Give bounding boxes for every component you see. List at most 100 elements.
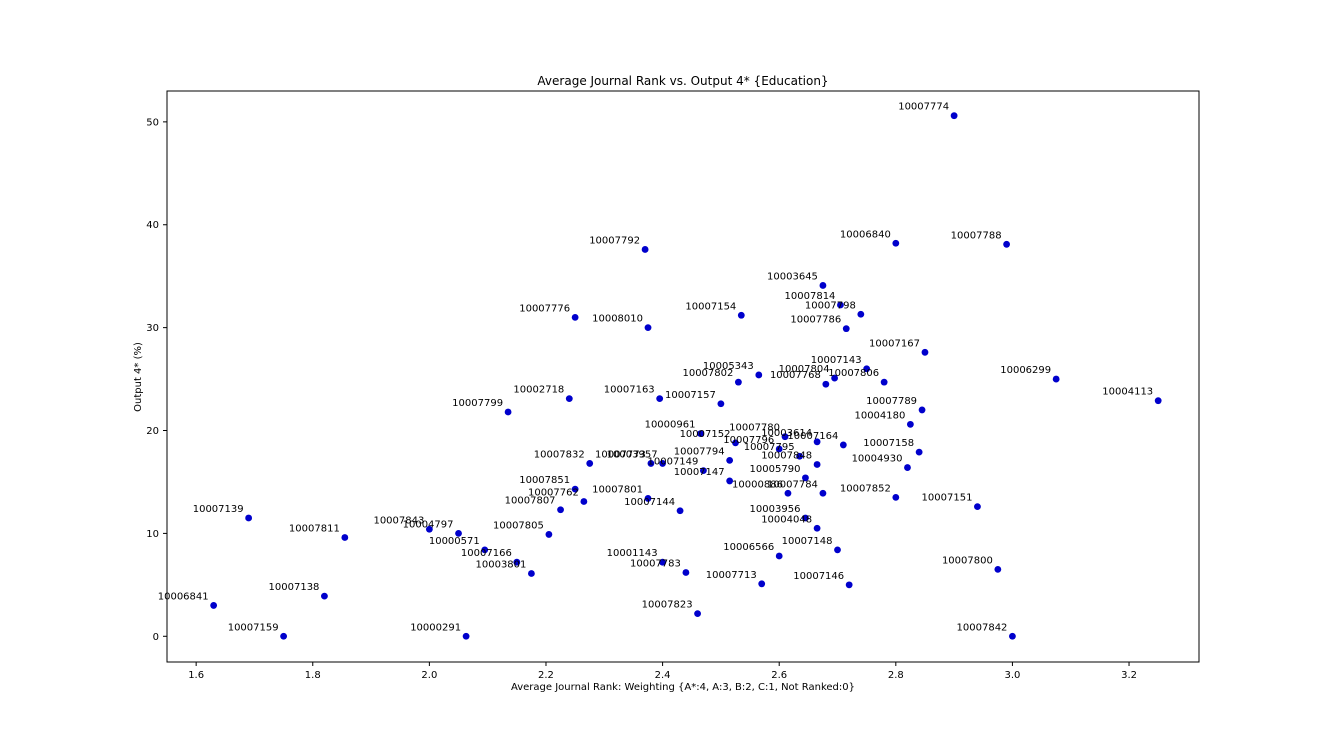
point-label: 10007143 xyxy=(811,355,862,366)
point-label: 10007774 xyxy=(898,102,949,113)
point-label: 10003957 xyxy=(607,449,658,460)
data-point xyxy=(644,324,652,332)
point-label: 10007163 xyxy=(604,385,655,396)
x-tick-label: 1.6 xyxy=(188,670,204,681)
data-point xyxy=(831,374,838,382)
point-label: 10006841 xyxy=(158,591,209,602)
point-label: 10007147 xyxy=(674,467,725,478)
point-label: 10007843 xyxy=(373,515,424,526)
point-label: 10007146 xyxy=(793,571,844,582)
data-point xyxy=(842,325,850,333)
x-axis-label: Average Journal Rank: Weighting {A*:4, A… xyxy=(511,682,855,693)
point-label: 10004180 xyxy=(854,410,905,421)
data-point xyxy=(813,524,821,532)
point-label: 10007713 xyxy=(706,570,757,581)
point-label: 10006566 xyxy=(723,542,774,553)
data-point xyxy=(918,406,926,414)
point-label: 10005343 xyxy=(703,361,754,372)
data-point xyxy=(694,610,701,618)
x-tick-label: 2.0 xyxy=(421,670,437,681)
point-label: 10007159 xyxy=(228,622,279,633)
point-label: 10000961 xyxy=(645,420,696,431)
data-point xyxy=(697,430,704,437)
point-label: 10007795 xyxy=(744,442,795,453)
point-label: 10007807 xyxy=(505,496,556,507)
point-label: 10003614 xyxy=(761,428,812,439)
data-point xyxy=(857,310,865,318)
data-point xyxy=(839,441,847,449)
data-point xyxy=(321,592,328,600)
data-point xyxy=(717,400,725,408)
point-label: 10004113 xyxy=(1102,387,1153,398)
data-point xyxy=(700,467,707,475)
point-label: 10007814 xyxy=(785,291,836,302)
data-point xyxy=(734,378,742,386)
point-label: 10007138 xyxy=(269,582,320,593)
data-point xyxy=(892,239,900,247)
data-point xyxy=(210,602,218,609)
point-label: 10007800 xyxy=(942,555,993,566)
data-point xyxy=(737,311,745,319)
point-label: 10003645 xyxy=(767,271,818,282)
data-point xyxy=(1009,632,1016,640)
data-point xyxy=(1154,397,1162,405)
point-label: 10007852 xyxy=(840,483,891,494)
data-points: 10007774 10007792 10006840 10007788 10003645… xyxy=(158,102,1162,640)
x-tick-label: 2.2 xyxy=(538,670,554,681)
data-point xyxy=(455,529,462,537)
x-tick-label: 2.4 xyxy=(655,670,671,681)
data-point xyxy=(647,460,655,467)
data-point xyxy=(915,448,923,456)
point-label: 10007152 xyxy=(680,429,731,440)
point-label: 10007784 xyxy=(767,479,818,490)
point-label: 10006840 xyxy=(840,229,891,240)
data-point xyxy=(513,558,521,566)
point-label: 10007842 xyxy=(957,622,1008,633)
point-label: 10004797 xyxy=(403,519,454,530)
point-label: 10002718 xyxy=(513,385,564,396)
point-label: 10007166 xyxy=(461,548,512,559)
x-tick-label: 1.8 xyxy=(305,670,321,681)
y-tick-label: 50 xyxy=(146,117,159,128)
point-label: 10007148 xyxy=(782,536,833,547)
data-point xyxy=(802,514,809,522)
point-label: 10004048 xyxy=(761,514,812,525)
data-point xyxy=(822,380,830,388)
point-label: 10005790 xyxy=(750,464,801,475)
point-label: 10000886 xyxy=(732,479,783,490)
point-label: 10007783 xyxy=(630,558,681,569)
data-point xyxy=(528,570,535,577)
point-label: 10007823 xyxy=(642,600,693,611)
point-label: 10008010 xyxy=(592,314,643,325)
x-tick-label: 2.8 xyxy=(888,670,904,681)
y-tick-label: 30 xyxy=(146,323,159,334)
point-label: 10007811 xyxy=(289,524,340,535)
point-label: 10007792 xyxy=(589,235,640,246)
point-label: 10007151 xyxy=(922,493,973,504)
data-point xyxy=(580,498,588,505)
point-label: 10007848 xyxy=(761,450,812,461)
data-point xyxy=(834,546,841,554)
data-point xyxy=(586,460,594,467)
point-label: 10007788 xyxy=(951,230,1002,241)
data-point xyxy=(863,365,871,373)
data-point xyxy=(644,495,652,502)
point-label: 10007139 xyxy=(193,504,244,515)
data-point xyxy=(682,569,690,576)
point-label: 10003801 xyxy=(476,560,527,571)
point-label: 10000571 xyxy=(429,536,480,547)
data-point xyxy=(802,474,809,482)
y-tick-label: 40 xyxy=(146,220,159,231)
data-point xyxy=(813,461,821,468)
data-point xyxy=(425,525,433,533)
data-point xyxy=(813,438,821,446)
data-point xyxy=(462,632,470,640)
point-label: 10007851 xyxy=(519,475,570,486)
point-label: 10003956 xyxy=(750,504,801,515)
point-label: 10007798 xyxy=(805,300,856,311)
data-point xyxy=(676,507,684,515)
data-point xyxy=(758,580,766,588)
data-point xyxy=(819,489,827,497)
y-axis-label: Output 4* (%) xyxy=(133,342,144,412)
point-label: 10007796 xyxy=(723,435,774,446)
